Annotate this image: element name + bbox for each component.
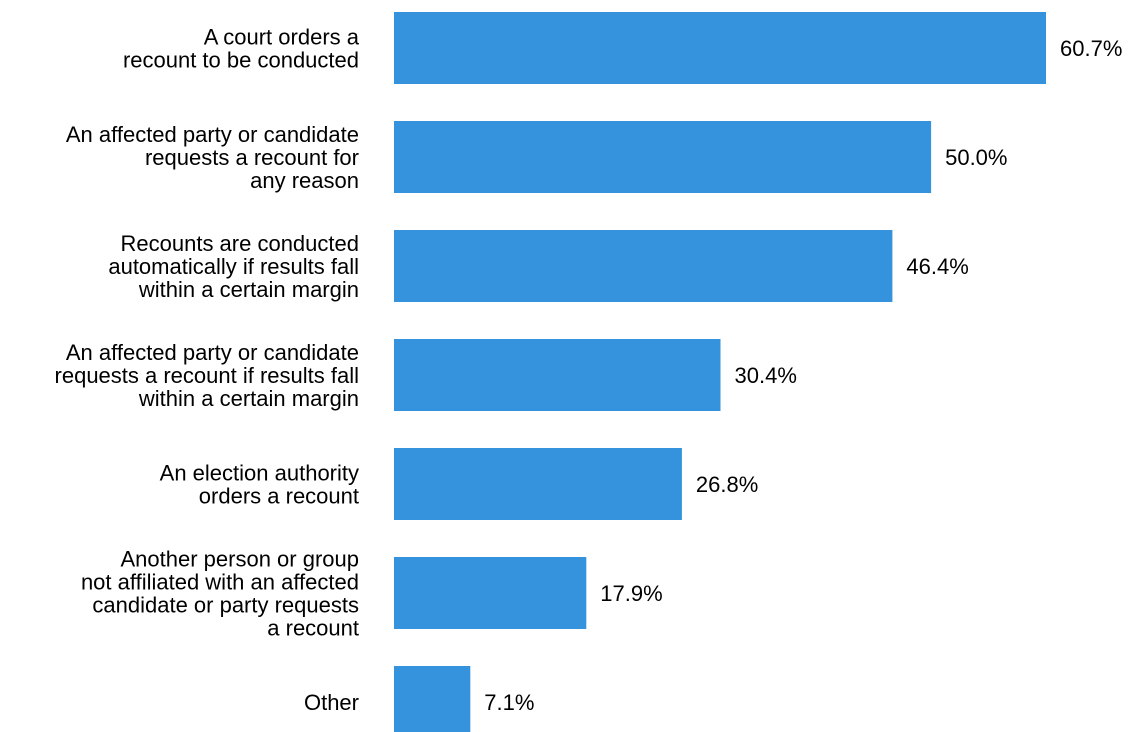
category-label: Other <box>304 690 359 715</box>
category-label-line: any reason <box>250 168 359 193</box>
category-label-line: An affected party or candidate <box>66 122 359 147</box>
data-label: 60.7% <box>1060 36 1122 61</box>
category-label-line: An affected party or candidate <box>66 340 359 365</box>
category-label-line: candidate or party requests <box>92 593 359 618</box>
data-label: 30.4% <box>735 363 797 388</box>
data-label: 17.9% <box>600 581 662 606</box>
category-label: An election authority orders a recount <box>160 461 359 509</box>
category-label: Another person or group not affiliated wi… <box>81 547 359 641</box>
bar <box>394 448 682 520</box>
category-label-line: An election authority <box>160 461 359 486</box>
category-label: Recounts are conducted automatically if r… <box>108 231 359 302</box>
category-label-line: Other <box>304 690 359 715</box>
category-label-line: orders a recount <box>199 484 359 509</box>
data-label: 26.8% <box>696 472 758 497</box>
data-label: 46.4% <box>906 254 968 279</box>
category-label: A court orders a recount to be conducted <box>123 25 360 73</box>
category-label-line: within a certain margin <box>138 386 359 411</box>
bar <box>394 666 471 732</box>
category-label-line: a recount <box>267 616 359 641</box>
data-label: 50.0% <box>945 145 1007 170</box>
category-label-line: requests a recount if results fall <box>55 363 359 388</box>
bar <box>394 230 893 302</box>
category-label: An affected party or candidate requests a… <box>66 122 359 193</box>
bar <box>394 121 932 193</box>
category-label: An affected party or candidate requests a… <box>55 340 359 411</box>
category-label-line: Recounts are conducted <box>121 231 360 256</box>
category-label-line: A court orders a <box>204 25 360 50</box>
category-label-line: requests a recount for <box>145 145 359 170</box>
bar <box>394 12 1046 84</box>
bar <box>394 557 587 629</box>
category-label-line: recount to be conducted <box>123 48 359 73</box>
category-label-line: not affiliated with an affected <box>81 570 359 595</box>
bar <box>394 339 721 411</box>
category-label-line: automatically if results fall <box>108 254 359 279</box>
data-label: 7.1% <box>484 690 534 715</box>
category-label-line: within a certain margin <box>138 277 359 302</box>
category-label-line: Another person or group <box>121 547 360 572</box>
